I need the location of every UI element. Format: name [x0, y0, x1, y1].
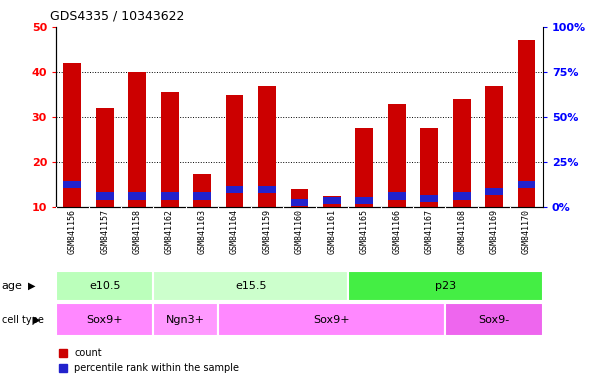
Text: GSM841161: GSM841161 [327, 209, 336, 254]
Text: GSM841170: GSM841170 [522, 209, 531, 254]
Bar [63, 63, 81, 207]
Text: Ngn3+: Ngn3+ [166, 314, 205, 325]
Bar [290, 189, 309, 207]
Bar [218, 303, 445, 336]
Bar [420, 128, 438, 207]
Bar [153, 271, 348, 301]
Text: Sox9+: Sox9+ [86, 314, 123, 325]
Bar [485, 86, 503, 207]
Text: GSM841156: GSM841156 [68, 209, 77, 254]
Text: ▶: ▶ [33, 315, 41, 325]
Bar [388, 192, 406, 200]
Bar [160, 92, 179, 207]
Bar [453, 99, 471, 207]
Bar [355, 128, 373, 207]
Text: age: age [2, 281, 22, 291]
Bar [453, 192, 471, 200]
Bar [225, 94, 244, 207]
Bar [348, 271, 543, 301]
Bar [225, 186, 244, 193]
Text: GSM841160: GSM841160 [295, 209, 304, 254]
Text: GSM841159: GSM841159 [263, 209, 271, 254]
Bar [517, 40, 536, 207]
Bar [290, 199, 309, 207]
Bar [193, 174, 211, 207]
Bar [63, 181, 81, 189]
Text: GSM841165: GSM841165 [360, 209, 369, 254]
Text: GSM841158: GSM841158 [133, 209, 142, 254]
Text: GDS4335 / 10343622: GDS4335 / 10343622 [50, 10, 185, 23]
Text: GSM841163: GSM841163 [198, 209, 206, 254]
Text: GSM841168: GSM841168 [457, 209, 466, 254]
Text: GSM841169: GSM841169 [490, 209, 499, 254]
Bar [388, 104, 406, 207]
Text: p23: p23 [435, 281, 456, 291]
Text: GSM841167: GSM841167 [425, 209, 434, 254]
Text: ▶: ▶ [28, 281, 36, 291]
Bar [96, 192, 114, 200]
Bar [355, 197, 373, 204]
Text: cell type: cell type [2, 315, 44, 325]
Bar [258, 186, 276, 193]
Text: Sox9-: Sox9- [478, 314, 510, 325]
Text: GSM841164: GSM841164 [230, 209, 239, 254]
Bar [517, 181, 536, 189]
Bar [323, 196, 341, 207]
Bar [96, 108, 114, 207]
Legend: count, percentile rank within the sample: count, percentile rank within the sample [55, 344, 243, 377]
Bar [56, 303, 153, 336]
Bar [420, 195, 438, 202]
Bar [485, 188, 503, 195]
Text: GSM841166: GSM841166 [392, 209, 401, 254]
Text: GSM841162: GSM841162 [165, 209, 174, 254]
Bar [56, 271, 153, 301]
Bar [193, 192, 211, 200]
Bar [128, 192, 146, 200]
Bar [160, 192, 179, 200]
Bar [128, 72, 146, 207]
Bar [258, 86, 276, 207]
Text: e10.5: e10.5 [89, 281, 120, 291]
Bar [323, 197, 341, 204]
Bar [445, 303, 543, 336]
Text: e15.5: e15.5 [235, 281, 267, 291]
Bar [153, 303, 218, 336]
Text: GSM841157: GSM841157 [100, 209, 109, 254]
Text: Sox9+: Sox9+ [313, 314, 350, 325]
